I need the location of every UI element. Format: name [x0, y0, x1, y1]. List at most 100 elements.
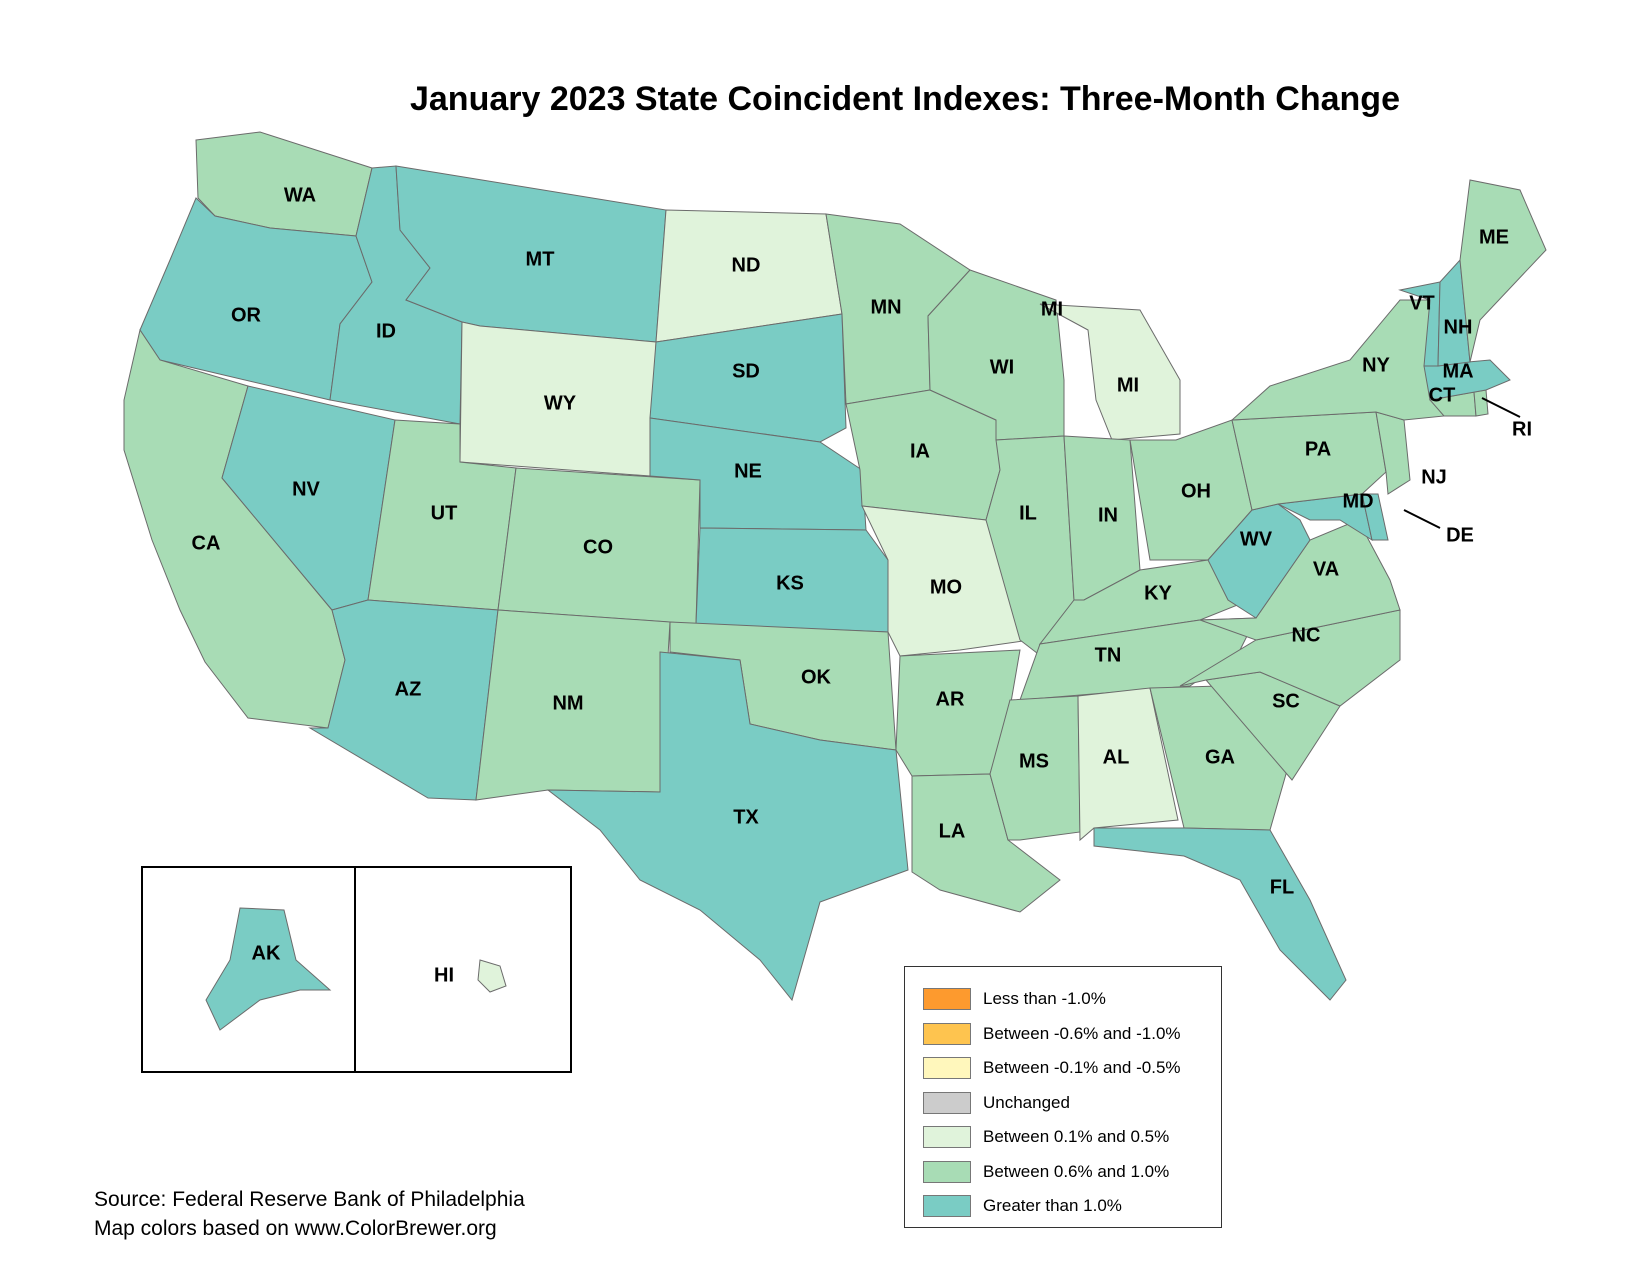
- legend-item: Greater than 1.0%: [923, 1194, 1122, 1218]
- state-label-ak: AK: [252, 942, 281, 964]
- source-line: Source: Federal Reserve Bank of Philadel…: [94, 1188, 525, 1211]
- legend-swatch: [923, 1022, 971, 1045]
- state-de: [1361, 493, 1389, 541]
- legend-label: Between -0.6% and -1.0%: [983, 1023, 1181, 1043]
- leader-line-ri: [1481, 397, 1521, 418]
- legend-label: Unchanged: [983, 1092, 1070, 1112]
- state-label-ut: UT: [431, 502, 458, 524]
- state-label-ny: NY: [1362, 354, 1390, 376]
- state-label-ky: KY: [1144, 582, 1172, 604]
- legend-swatch: [923, 1126, 971, 1148]
- state-label-wy: WY: [544, 392, 577, 414]
- state-label-mt: MT: [526, 248, 555, 270]
- map-title: January 2023 State Coincident Indexes: T…: [409, 80, 1400, 118]
- state-label-me: ME: [1479, 226, 1509, 248]
- state-label-ok: OK: [801, 666, 832, 688]
- state-label-wa: WA: [284, 184, 316, 206]
- leader-line-de: [1403, 509, 1441, 529]
- state-label-al: AL: [1103, 746, 1130, 768]
- colorbrewer-line: Map colors based on www.ColorBrewer.org: [94, 1217, 497, 1240]
- hawaii-inset: [354, 866, 572, 1073]
- legend-label: Between -0.1% and -0.5%: [983, 1058, 1181, 1077]
- state-label-co: CO: [583, 536, 613, 558]
- state-label-ct: CT: [1429, 384, 1456, 406]
- state-label-mn: MN: [870, 296, 901, 318]
- state-label-nc: NC: [1292, 624, 1321, 646]
- legend-swatch: [923, 1057, 971, 1079]
- state-sd: [649, 313, 847, 443]
- state-label-nh: NH: [1444, 316, 1473, 338]
- legend: Less than -1.0% Between -0.6% and -1.0% Be…: [904, 966, 1222, 1228]
- legend-item: Between -0.6% and -1.0%: [923, 1022, 1181, 1046]
- state-label-hi: HI: [434, 964, 454, 986]
- legend-swatch: [923, 1195, 971, 1217]
- states-layer: [123, 131, 1547, 1031]
- legend-swatch: [923, 988, 971, 1010]
- state-label-id: ID: [376, 320, 396, 342]
- state-ny: [1230, 299, 1445, 421]
- state-label-nv: NV: [292, 478, 320, 500]
- state-label-ri: RI: [1512, 418, 1532, 440]
- state-label-az: AZ: [395, 678, 422, 700]
- state-ri: [1473, 389, 1489, 417]
- state-label-nj: NJ: [1421, 466, 1447, 488]
- state-label-mi-lower: MI: [1117, 374, 1139, 396]
- state-label-wi: WI: [990, 356, 1014, 378]
- state-mi: [1039, 303, 1181, 441]
- state-vt: [1398, 281, 1441, 367]
- state-label-de: DE: [1446, 524, 1474, 546]
- state-label-ks: KS: [776, 572, 804, 594]
- legend-item: Between 0.1% and 0.5%: [923, 1125, 1169, 1149]
- state-label-pa: PA: [1305, 438, 1331, 460]
- legend-swatch: [923, 1091, 971, 1114]
- legend-swatch: [923, 1160, 971, 1183]
- state-label-mi: MI: [1041, 298, 1063, 320]
- state-label-va: VA: [1313, 558, 1339, 580]
- legend-label: Greater than 1.0%: [983, 1196, 1122, 1215]
- legend-item: Between -0.1% and -0.5%: [923, 1056, 1181, 1080]
- state-label-ms: MS: [1019, 750, 1049, 772]
- state-label-fl: FL: [1270, 876, 1294, 898]
- state-label-ar: AR: [936, 688, 965, 710]
- state-label-oh: OH: [1181, 480, 1211, 502]
- state-label-ga: GA: [1205, 746, 1235, 768]
- state-label-ca: CA: [192, 532, 221, 554]
- state-label-sd: SD: [732, 360, 760, 382]
- state-label-ia: IA: [910, 440, 930, 462]
- state-label-nm: NM: [552, 692, 583, 714]
- legend-item: Less than -1.0%: [923, 987, 1106, 1011]
- labels-layer: WA OR CA ID NV MT WY UT AZ CO NM ND SD NE KS OK TX MN IA MO…: [192, 184, 1532, 986]
- state-al: [1077, 687, 1179, 842]
- state-wy: [459, 321, 657, 477]
- state-label-ne: NE: [734, 460, 762, 482]
- state-label-nd: ND: [732, 254, 761, 276]
- legend-label: Between 0.1% and 0.5%: [983, 1127, 1170, 1146]
- state-ma: [1423, 359, 1511, 401]
- state-me: [1459, 179, 1547, 363]
- state-label-sc: SC: [1272, 690, 1300, 712]
- state-label-vt: VT: [1409, 292, 1435, 314]
- legend-item: Unchanged: [923, 1091, 1070, 1115]
- alaska-inset: [141, 866, 356, 1073]
- state-label-wv: WV: [1240, 528, 1273, 550]
- legend-label: Between 0.6% and 1.0%: [983, 1161, 1170, 1181]
- state-label-tn: TN: [1095, 644, 1122, 666]
- state-label-ma: MA: [1442, 360, 1473, 382]
- state-label-tx: TX: [733, 806, 759, 828]
- state-hi: [477, 959, 507, 993]
- state-label-in: IN: [1098, 504, 1118, 526]
- state-label-la: LA: [939, 820, 966, 842]
- state-label-il: IL: [1019, 502, 1037, 524]
- source-note: Source: Federal Reserve Bank of Philadel…: [94, 1185, 525, 1243]
- state-label-mo: MO: [930, 576, 962, 598]
- state-ga: [1149, 685, 1291, 831]
- state-tx: [546, 651, 909, 1002]
- state-label-or: OR: [231, 304, 262, 326]
- state-label-md: MD: [1342, 490, 1373, 512]
- leader-lines: [1403, 397, 1521, 529]
- legend-label: Less than -1.0%: [983, 989, 1106, 1008]
- legend-item: Between 0.6% and 1.0%: [923, 1160, 1169, 1184]
- state-ak: [205, 907, 332, 1031]
- state-fl: [1093, 827, 1347, 1001]
